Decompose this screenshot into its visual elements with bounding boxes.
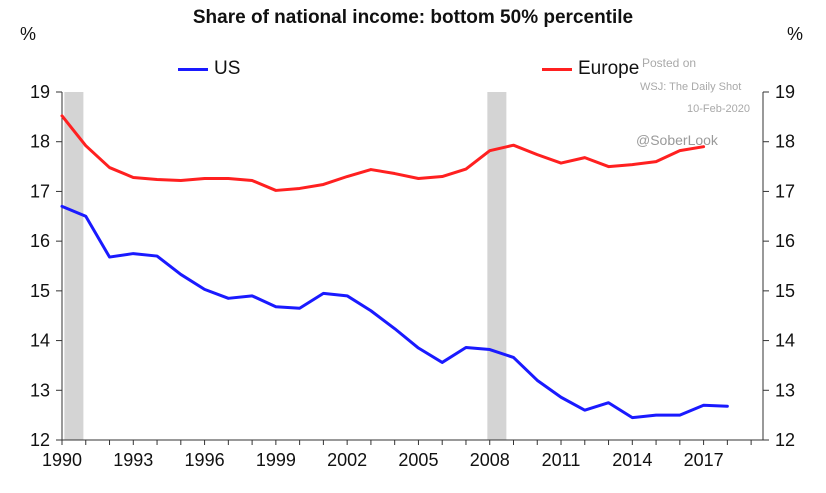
- y-tick-label-left: 16: [30, 231, 50, 251]
- credit-posted-on: Posted on: [642, 56, 697, 70]
- x-tick-label-1996: 1996: [185, 450, 225, 470]
- chart-title: Share of national income: bottom 50% per…: [192, 7, 634, 28]
- credit-handle: @SoberLook: [636, 132, 718, 148]
- y-tick-label-left: 15: [30, 281, 50, 301]
- y-tick-label-right: 19: [775, 82, 795, 102]
- legend-item-us: US: [178, 58, 240, 80]
- legend-label-us: US: [214, 58, 241, 79]
- credit-source: WSJ: The Daily Shot: [640, 81, 742, 93]
- x-tick-label-2011: 2011: [542, 450, 581, 470]
- right-axis-unit: %: [787, 24, 804, 44]
- y-tick-label-right: 17: [775, 181, 795, 201]
- series-line-europe: [60, 114, 706, 192]
- legend-swatch-europe: [542, 67, 572, 71]
- x-tick-label-1990: 1990: [42, 450, 82, 470]
- credit-date: 10-Feb-2020: [687, 103, 750, 115]
- x-tick-label-2017: 2017: [684, 450, 724, 470]
- y-tick-label-left: 14: [30, 331, 50, 351]
- left-axis-unit: %: [20, 24, 37, 44]
- y-tick-label-left: 17: [30, 181, 50, 201]
- x-tick-label-2008: 2008: [470, 450, 510, 470]
- legend-label-europe: Europe: [578, 58, 640, 79]
- x-tick-label-1999: 1999: [256, 450, 296, 470]
- x-tick-label-2002: 2002: [327, 450, 367, 470]
- y-tick-label-left: 18: [30, 132, 50, 152]
- y-tick-label-right: 18: [775, 132, 795, 152]
- y-tick-label-right: 16: [775, 231, 795, 251]
- x-tick-label-2014: 2014: [612, 450, 652, 470]
- y-tick-label-right: 12: [775, 430, 795, 450]
- y-tick-label-left: 12: [30, 430, 50, 450]
- legend-swatch-us: [178, 67, 208, 71]
- x-tick-label-2005: 2005: [398, 450, 438, 470]
- legend-item-europe: Europe: [542, 58, 639, 80]
- series-line-us: [60, 204, 729, 420]
- y-tick-label-right: 15: [775, 281, 795, 301]
- x-tick-label-1993: 1993: [113, 450, 153, 470]
- y-tick-label-right: 14: [775, 331, 795, 351]
- recession-band-1: [487, 92, 507, 440]
- y-tick-label-left: 13: [30, 380, 50, 400]
- y-tick-label-right: 13: [775, 380, 795, 400]
- recession-band-0: [64, 92, 84, 440]
- y-tick-label-left: 19: [30, 82, 50, 102]
